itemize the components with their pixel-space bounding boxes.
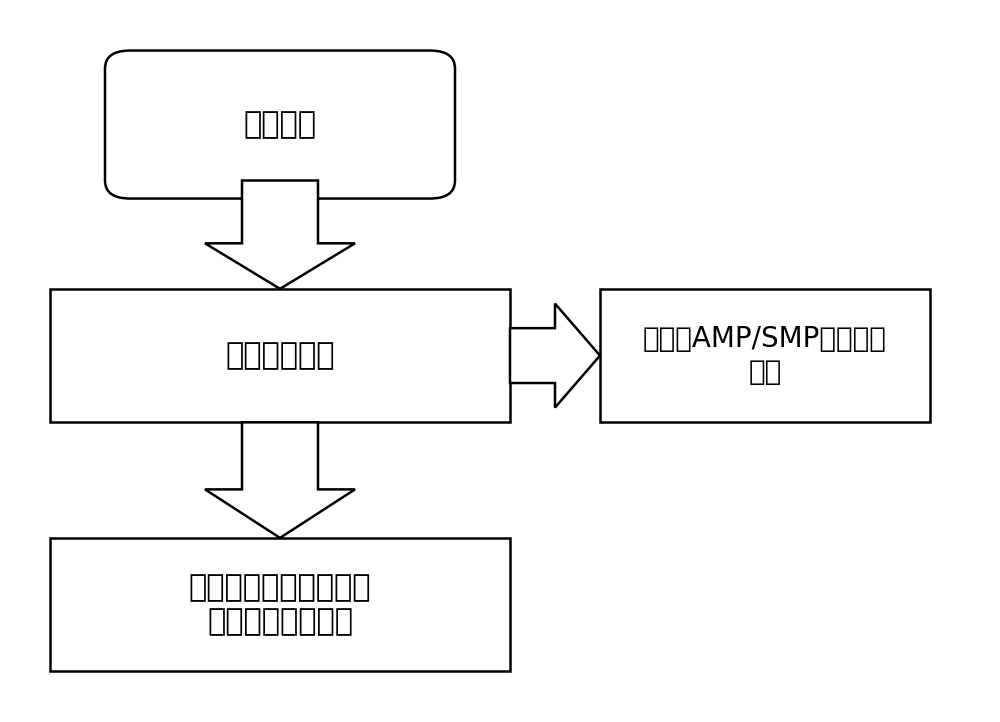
FancyBboxPatch shape: [105, 51, 455, 199]
Text: 启动主核: 启动主核: [244, 110, 316, 139]
Text: 主核唤醒从核: 主核唤醒从核: [225, 341, 335, 370]
Text: 从核以AMP/SMP方式组合
运行: 从核以AMP/SMP方式组合 运行: [643, 326, 887, 386]
Polygon shape: [205, 180, 355, 289]
Polygon shape: [205, 422, 355, 538]
FancyBboxPatch shape: [600, 289, 930, 422]
FancyBboxPatch shape: [50, 538, 510, 671]
Polygon shape: [510, 304, 600, 407]
FancyBboxPatch shape: [50, 289, 510, 422]
Text: 主核以裸跑方式运行平
台化通用底层软件: 主核以裸跑方式运行平 台化通用底层软件: [189, 573, 371, 636]
